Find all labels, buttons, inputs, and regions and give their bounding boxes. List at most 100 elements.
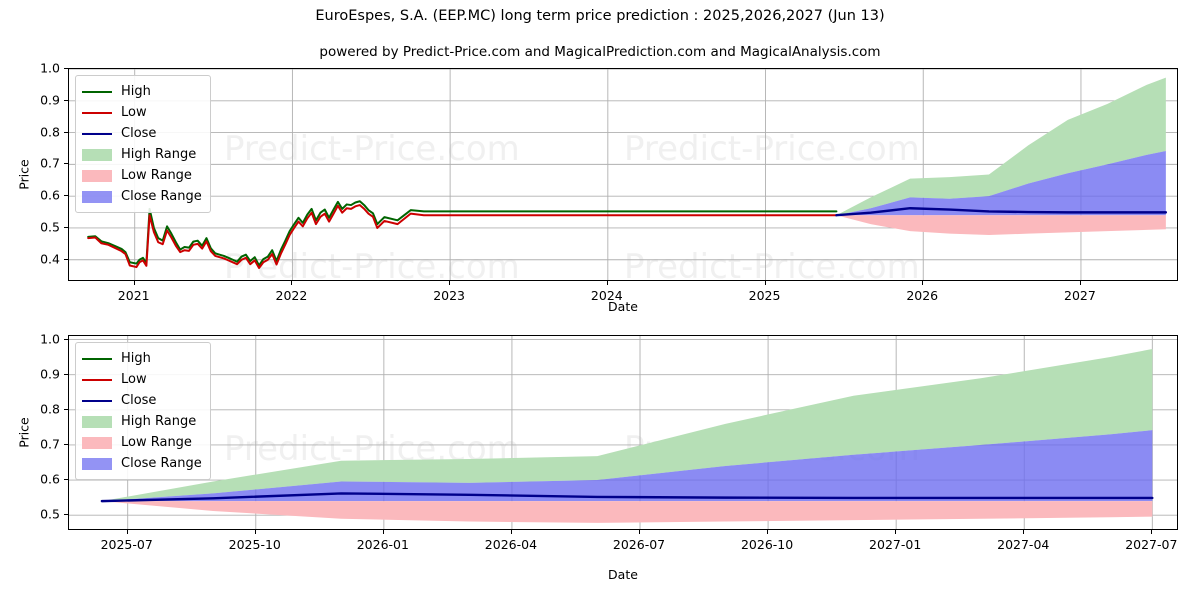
legend-patch-swatch xyxy=(82,190,112,203)
x-tick-mark xyxy=(767,530,769,534)
legend-item-label: Low xyxy=(121,104,147,120)
y-tick-label: 0.6 xyxy=(40,187,60,203)
legend-item-label: Close Range xyxy=(121,455,202,471)
y-tick-label: 0.5 xyxy=(40,219,60,235)
x-tick-mark xyxy=(382,530,384,534)
top-x-axis-label: Date xyxy=(608,299,638,314)
legend-item-high-range: High Range xyxy=(82,411,202,432)
x-tick-mark xyxy=(1023,530,1025,534)
y-tick-label: 0.8 xyxy=(40,401,60,417)
x-tick-mark xyxy=(639,530,640,534)
legend-item-label: High xyxy=(121,83,151,99)
y-tick-label: 1.0 xyxy=(40,60,60,76)
x-tick-label: 2025-07 xyxy=(100,537,153,552)
x-tick-label: 2027-04 xyxy=(997,537,1050,552)
bottom-chart-svg xyxy=(69,336,1177,529)
y-tick-mark xyxy=(64,408,68,410)
legend-item-label: Close xyxy=(121,125,157,141)
x-tick-mark xyxy=(291,281,293,285)
x-tick-mark xyxy=(895,530,897,534)
x-tick-label: 2026 xyxy=(906,288,939,303)
y-tick-label: 0.8 xyxy=(40,124,60,140)
legend-item-label: Low Range xyxy=(121,434,192,450)
y-tick-mark xyxy=(64,443,68,445)
watermark-text-2: Predict-Price.com xyxy=(624,129,920,169)
x-tick-label: 2021 xyxy=(117,288,150,303)
x-tick-label: 2027-07 xyxy=(1125,537,1178,552)
x-tick-mark xyxy=(510,530,512,534)
legend-item-label: Close Range xyxy=(121,188,202,204)
y-tick-label: 0.5 xyxy=(40,506,60,522)
y-tick-label: 0.9 xyxy=(40,366,60,382)
x-tick-label: 2026-01 xyxy=(356,537,409,552)
watermark-text-4: Predict-Price.com xyxy=(624,247,920,281)
y-tick-mark xyxy=(64,258,68,260)
legend-item-label: High xyxy=(121,350,151,366)
legend-patch-swatch xyxy=(82,436,112,449)
y-tick-mark xyxy=(64,514,68,516)
legend-item-low-range: Low Range xyxy=(82,165,202,186)
x-tick-mark xyxy=(764,281,766,285)
bottom-chart-panel: Predict-Price.com Predict-Price.com High… xyxy=(68,335,1178,530)
top-plot-frame: Predict-Price.com Predict-Price.com Pred… xyxy=(68,68,1178,281)
y-tick-label: 0.7 xyxy=(40,436,60,452)
legend-line-swatch xyxy=(82,132,112,135)
y-tick-mark xyxy=(64,68,68,69)
x-tick-label: 2025 xyxy=(748,288,781,303)
y-tick-label: 0.9 xyxy=(40,92,60,108)
y-tick-mark xyxy=(64,195,68,197)
x-tick-label: 2025-10 xyxy=(228,537,281,552)
x-tick-mark xyxy=(606,281,608,285)
x-tick-mark xyxy=(133,281,135,285)
x-tick-label: 2026-07 xyxy=(612,537,666,552)
legend-item-label: High Range xyxy=(121,413,197,429)
x-tick-label: 2027-01 xyxy=(869,537,922,552)
x-tick-label: 2024 xyxy=(590,288,623,303)
x-tick-mark xyxy=(449,281,451,285)
legend-item-high-range: High Range xyxy=(82,144,202,165)
x-tick-mark xyxy=(254,530,256,534)
y-tick-mark xyxy=(64,338,68,340)
x-tick-mark xyxy=(922,281,924,285)
legend-item-label: Low Range xyxy=(121,167,192,183)
y-tick-label: 0.7 xyxy=(40,155,60,171)
legend-item-close: Close xyxy=(82,390,202,411)
legend-item-high: High xyxy=(82,81,202,102)
top-chart-legend: High Low Close High Range Low Range Close Ran… xyxy=(75,75,211,213)
x-tick-label: 2022 xyxy=(275,288,308,303)
page-subtitle: powered by Predict-Price.com and Magical… xyxy=(319,44,881,60)
legend-item-low-range: Low Range xyxy=(82,432,202,453)
legend-item-low: Low xyxy=(82,102,202,123)
top-chart-svg xyxy=(69,69,1177,280)
bottom-plot-frame: Predict-Price.com Predict-Price.com xyxy=(68,335,1178,530)
y-tick-mark xyxy=(64,163,68,165)
legend-item-high: High xyxy=(82,348,202,369)
legend-item-close-range: Close Range xyxy=(82,186,202,207)
legend-patch-swatch xyxy=(82,457,112,470)
top-chart-panel: Predict-Price.com Predict-Price.com Pred… xyxy=(68,68,1178,281)
legend-patch-swatch xyxy=(82,148,112,161)
legend-item-label: High Range xyxy=(121,146,197,162)
legend-item-close: Close xyxy=(82,123,202,144)
watermark-text-1: Predict-Price.com xyxy=(224,129,520,169)
page-title: EuroEspes, S.A. (EEP.MC) long term price… xyxy=(315,8,885,24)
x-tick-label: 2026-04 xyxy=(484,537,538,552)
x-tick-mark xyxy=(1151,530,1153,534)
y-tick-label: 0.4 xyxy=(40,251,60,267)
legend-item-low: Low xyxy=(82,369,202,390)
y-tick-mark xyxy=(64,226,68,228)
y-tick-mark xyxy=(64,99,68,101)
legend-line-swatch xyxy=(82,90,112,93)
bottom-x-axis-label: Date xyxy=(608,567,638,582)
y-tick-mark xyxy=(64,373,68,375)
x-tick-label: 2026-10 xyxy=(740,537,794,552)
y-tick-label: 0.6 xyxy=(40,471,60,487)
legend-line-swatch xyxy=(82,378,112,381)
legend-line-swatch xyxy=(82,357,112,360)
legend-patch-swatch xyxy=(82,169,112,182)
x-tick-mark xyxy=(126,530,128,534)
x-tick-label: 2027 xyxy=(1064,288,1096,303)
legend-line-swatch xyxy=(82,111,112,114)
x-tick-mark xyxy=(1079,281,1081,285)
